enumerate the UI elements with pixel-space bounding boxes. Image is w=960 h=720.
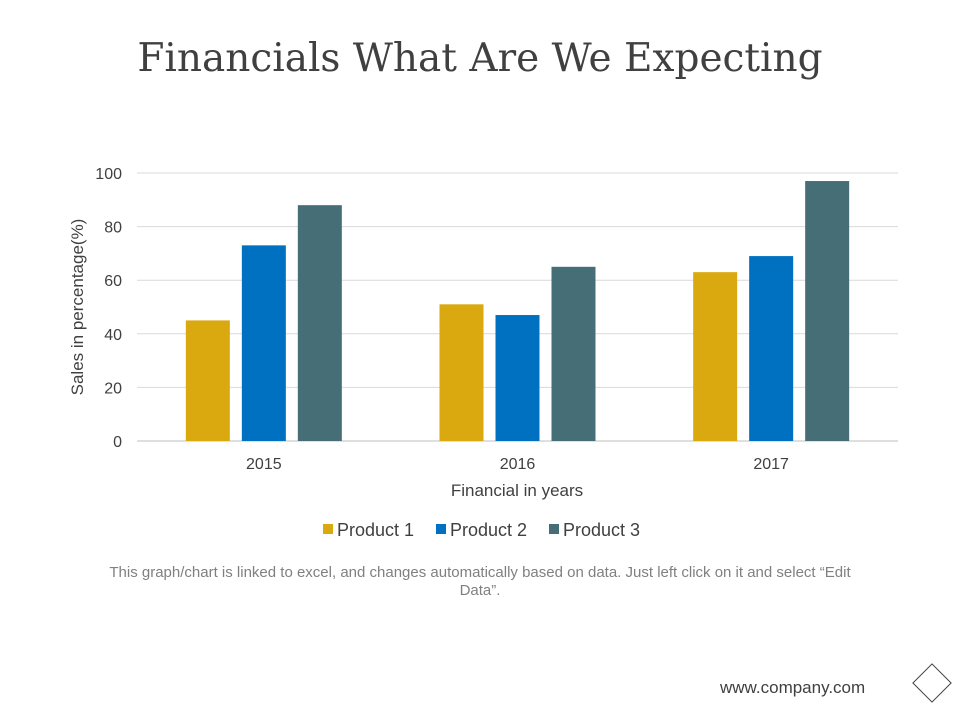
bar-product-2-2016 [495, 315, 540, 441]
legend-label-1: Product 1 [337, 520, 414, 540]
bar-product-1-2016 [439, 304, 484, 441]
chart-footnote: This graph/chart is linked to excel, and… [109, 564, 851, 599]
legend-label-3: Product 3 [563, 520, 640, 540]
y-tick-label: 80 [104, 220, 122, 237]
page-title: Financials What Are We Expecting [137, 36, 823, 81]
x-tick-label: 2016 [500, 456, 536, 473]
y-axis-title: Sales in percentage(%) [68, 219, 87, 396]
bar-product-2-2015 [241, 245, 286, 441]
y-tick-label: 100 [95, 166, 122, 183]
legend: Product 1 Product 2 Product 3 [323, 520, 640, 540]
bar-product-1-2015 [185, 320, 230, 441]
bars [185, 181, 850, 442]
bar-product-3-2015 [297, 205, 342, 441]
x-tick-label: 2015 [246, 456, 282, 473]
y-tick-label: 0 [113, 434, 122, 451]
x-tick-label: 2017 [753, 456, 789, 473]
legend-swatch-3 [549, 524, 559, 534]
y-axis-ticks: 0 20 40 60 80 100 [95, 166, 122, 451]
x-axis-title: Financial in years [451, 481, 583, 500]
bar-product-3-2016 [551, 266, 596, 441]
y-tick-label: 40 [104, 327, 122, 344]
bar-product-1-2017 [693, 272, 738, 441]
legend-label-2: Product 2 [450, 520, 527, 540]
bar-product-3-2017 [805, 181, 850, 442]
legend-swatch-2 [436, 524, 446, 534]
y-tick-label: 60 [104, 273, 122, 290]
x-axis-ticks: 2015 2016 2017 [246, 456, 789, 473]
footer-url: www.company.com [720, 678, 866, 697]
legend-swatch-1 [323, 524, 333, 534]
y-tick-label: 20 [104, 380, 122, 397]
bar-product-2-2017 [749, 256, 794, 441]
